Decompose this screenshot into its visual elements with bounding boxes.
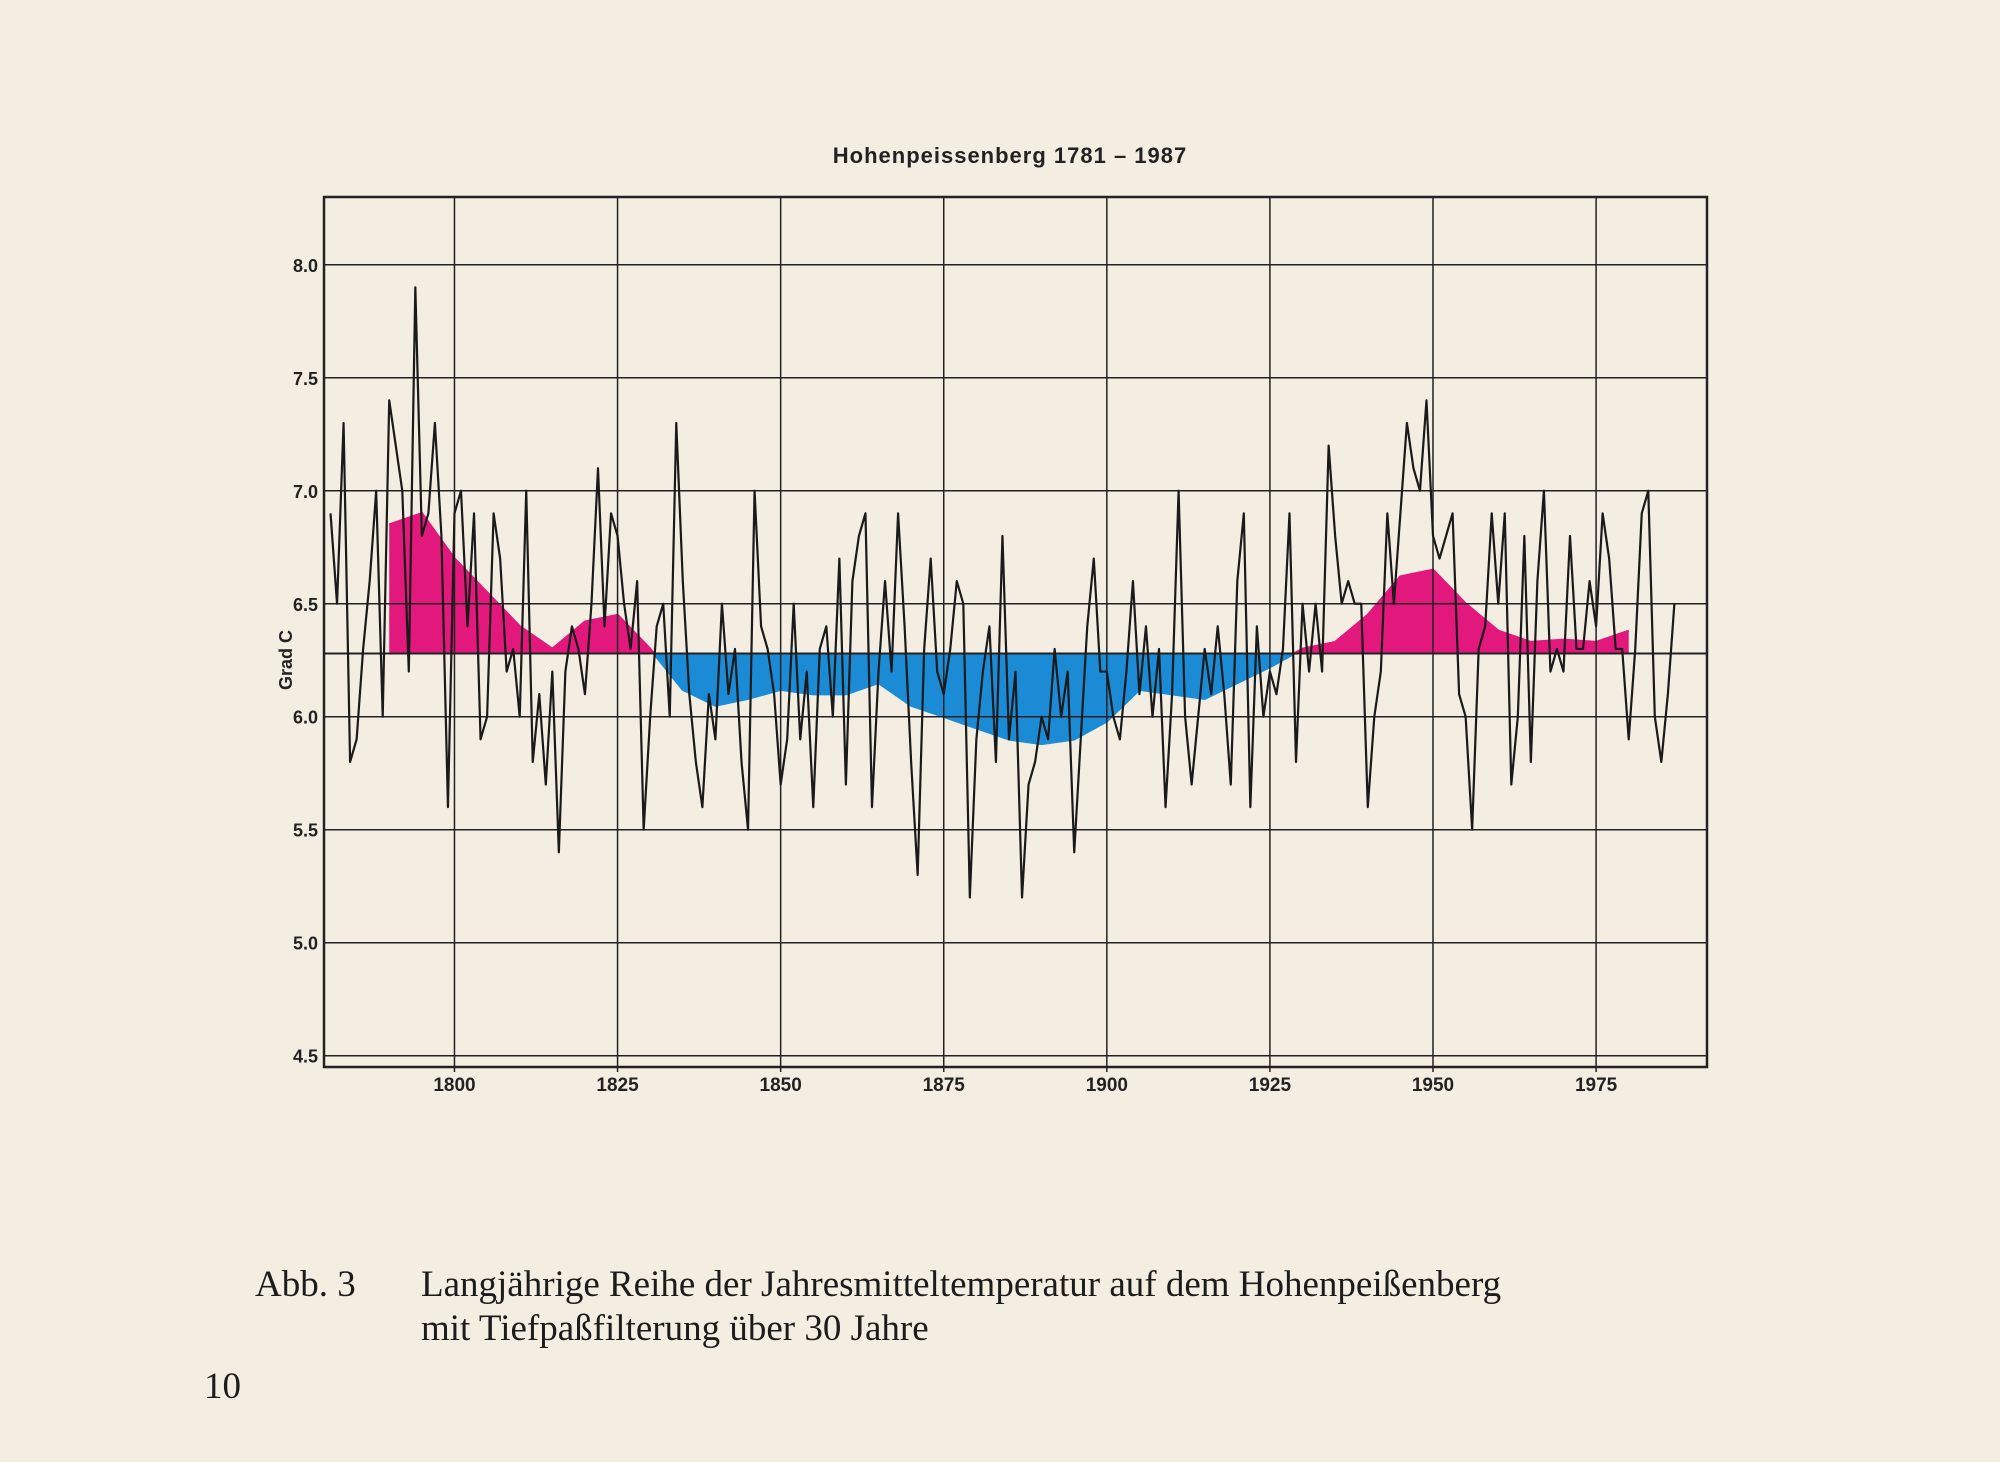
filter-area-below [389,653,1629,744]
x-tick-label: 1975 [1575,1075,1618,1096]
x-tick-label: 1950 [1412,1075,1454,1096]
x-tick-label: 1825 [596,1075,639,1096]
caption-line: mit Tiefpaßfilterung über 30 Jahre [421,1308,929,1349]
y-tick-label: 5.5 [293,821,318,841]
caption-label: Abb. 3 [255,1264,356,1305]
x-tick-label: 1925 [1249,1075,1292,1096]
y-tick-label: 5.0 [293,934,318,954]
y-tick-label: 7.0 [293,482,318,502]
y-axis-label: Grad C [276,630,296,690]
chart-title: Hohenpeissenberg 1781 – 1987 [833,143,1188,168]
y-tick-label: 8.0 [293,256,318,276]
y-tick-label: 6.5 [293,595,318,615]
annual-line [329,286,1676,899]
x-tick-label: 1900 [1086,1075,1128,1096]
plot: 8.0 7.5 7.0 6.5 6.0 5.5 5.0 4.5 1800 1825 1850 1875… [293,195,1709,1096]
x-tick-label: 1800 [433,1075,475,1096]
x-tick-label: 1850 [760,1075,802,1096]
y-tick-label: 7.5 [293,369,318,389]
page-number: 10 [204,1366,241,1407]
plot-frame [322,195,1709,1069]
x-tick-label: 1875 [923,1075,966,1096]
caption-line: Langjährige Reihe der Jahresmitteltemper… [421,1264,1501,1305]
y-tick-label: 6.0 [293,708,318,728]
y-tick-label: 4.5 [293,1047,318,1067]
filter-area-above [389,513,1629,654]
filter-line-above [388,511,1630,654]
